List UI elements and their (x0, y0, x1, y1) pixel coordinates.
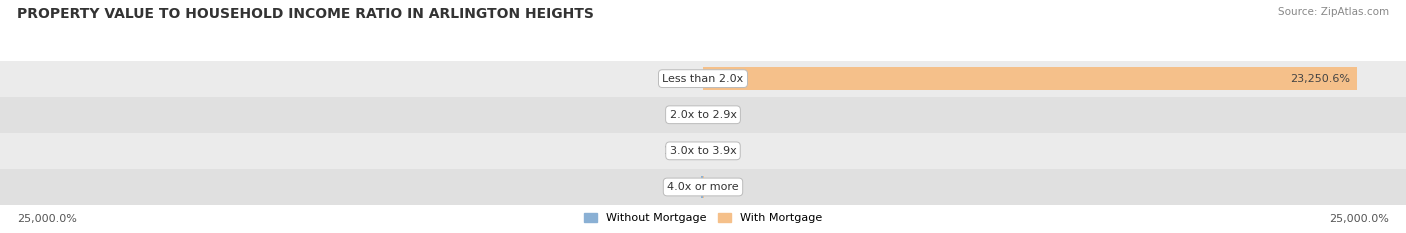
Bar (0, 97, 1406, 133)
Text: 2.0x to 2.9x: 2.0x to 2.9x (669, 110, 737, 120)
Bar (0, 133, 1406, 169)
Text: 14.4%: 14.4% (664, 146, 699, 156)
Text: 76.1%: 76.1% (662, 182, 697, 192)
Bar (700, 176, 703, 198)
Text: 25,000.0%: 25,000.0% (1329, 214, 1389, 224)
Text: 23,250.6%: 23,250.6% (1289, 74, 1350, 84)
Bar (0, 61, 1406, 97)
Text: 24.7%: 24.7% (707, 182, 742, 192)
Bar (0, 169, 1406, 205)
Legend: Without Mortgage, With Mortgage: Without Mortgage, With Mortgage (579, 208, 827, 227)
Text: Less than 2.0x: Less than 2.0x (662, 74, 744, 84)
Bar (703, 67, 1357, 90)
Text: 3.4%: 3.4% (671, 110, 699, 120)
Text: 1.9%: 1.9% (707, 110, 735, 120)
Text: Source: ZipAtlas.com: Source: ZipAtlas.com (1278, 7, 1389, 17)
Text: 25,000.0%: 25,000.0% (17, 214, 77, 224)
Text: 4.0x or more: 4.0x or more (668, 182, 738, 192)
Text: 9.6%: 9.6% (707, 146, 735, 156)
Text: 3.0x to 3.9x: 3.0x to 3.9x (669, 146, 737, 156)
Text: 6.1%: 6.1% (671, 74, 699, 84)
Text: PROPERTY VALUE TO HOUSEHOLD INCOME RATIO IN ARLINGTON HEIGHTS: PROPERTY VALUE TO HOUSEHOLD INCOME RATIO… (17, 7, 593, 21)
